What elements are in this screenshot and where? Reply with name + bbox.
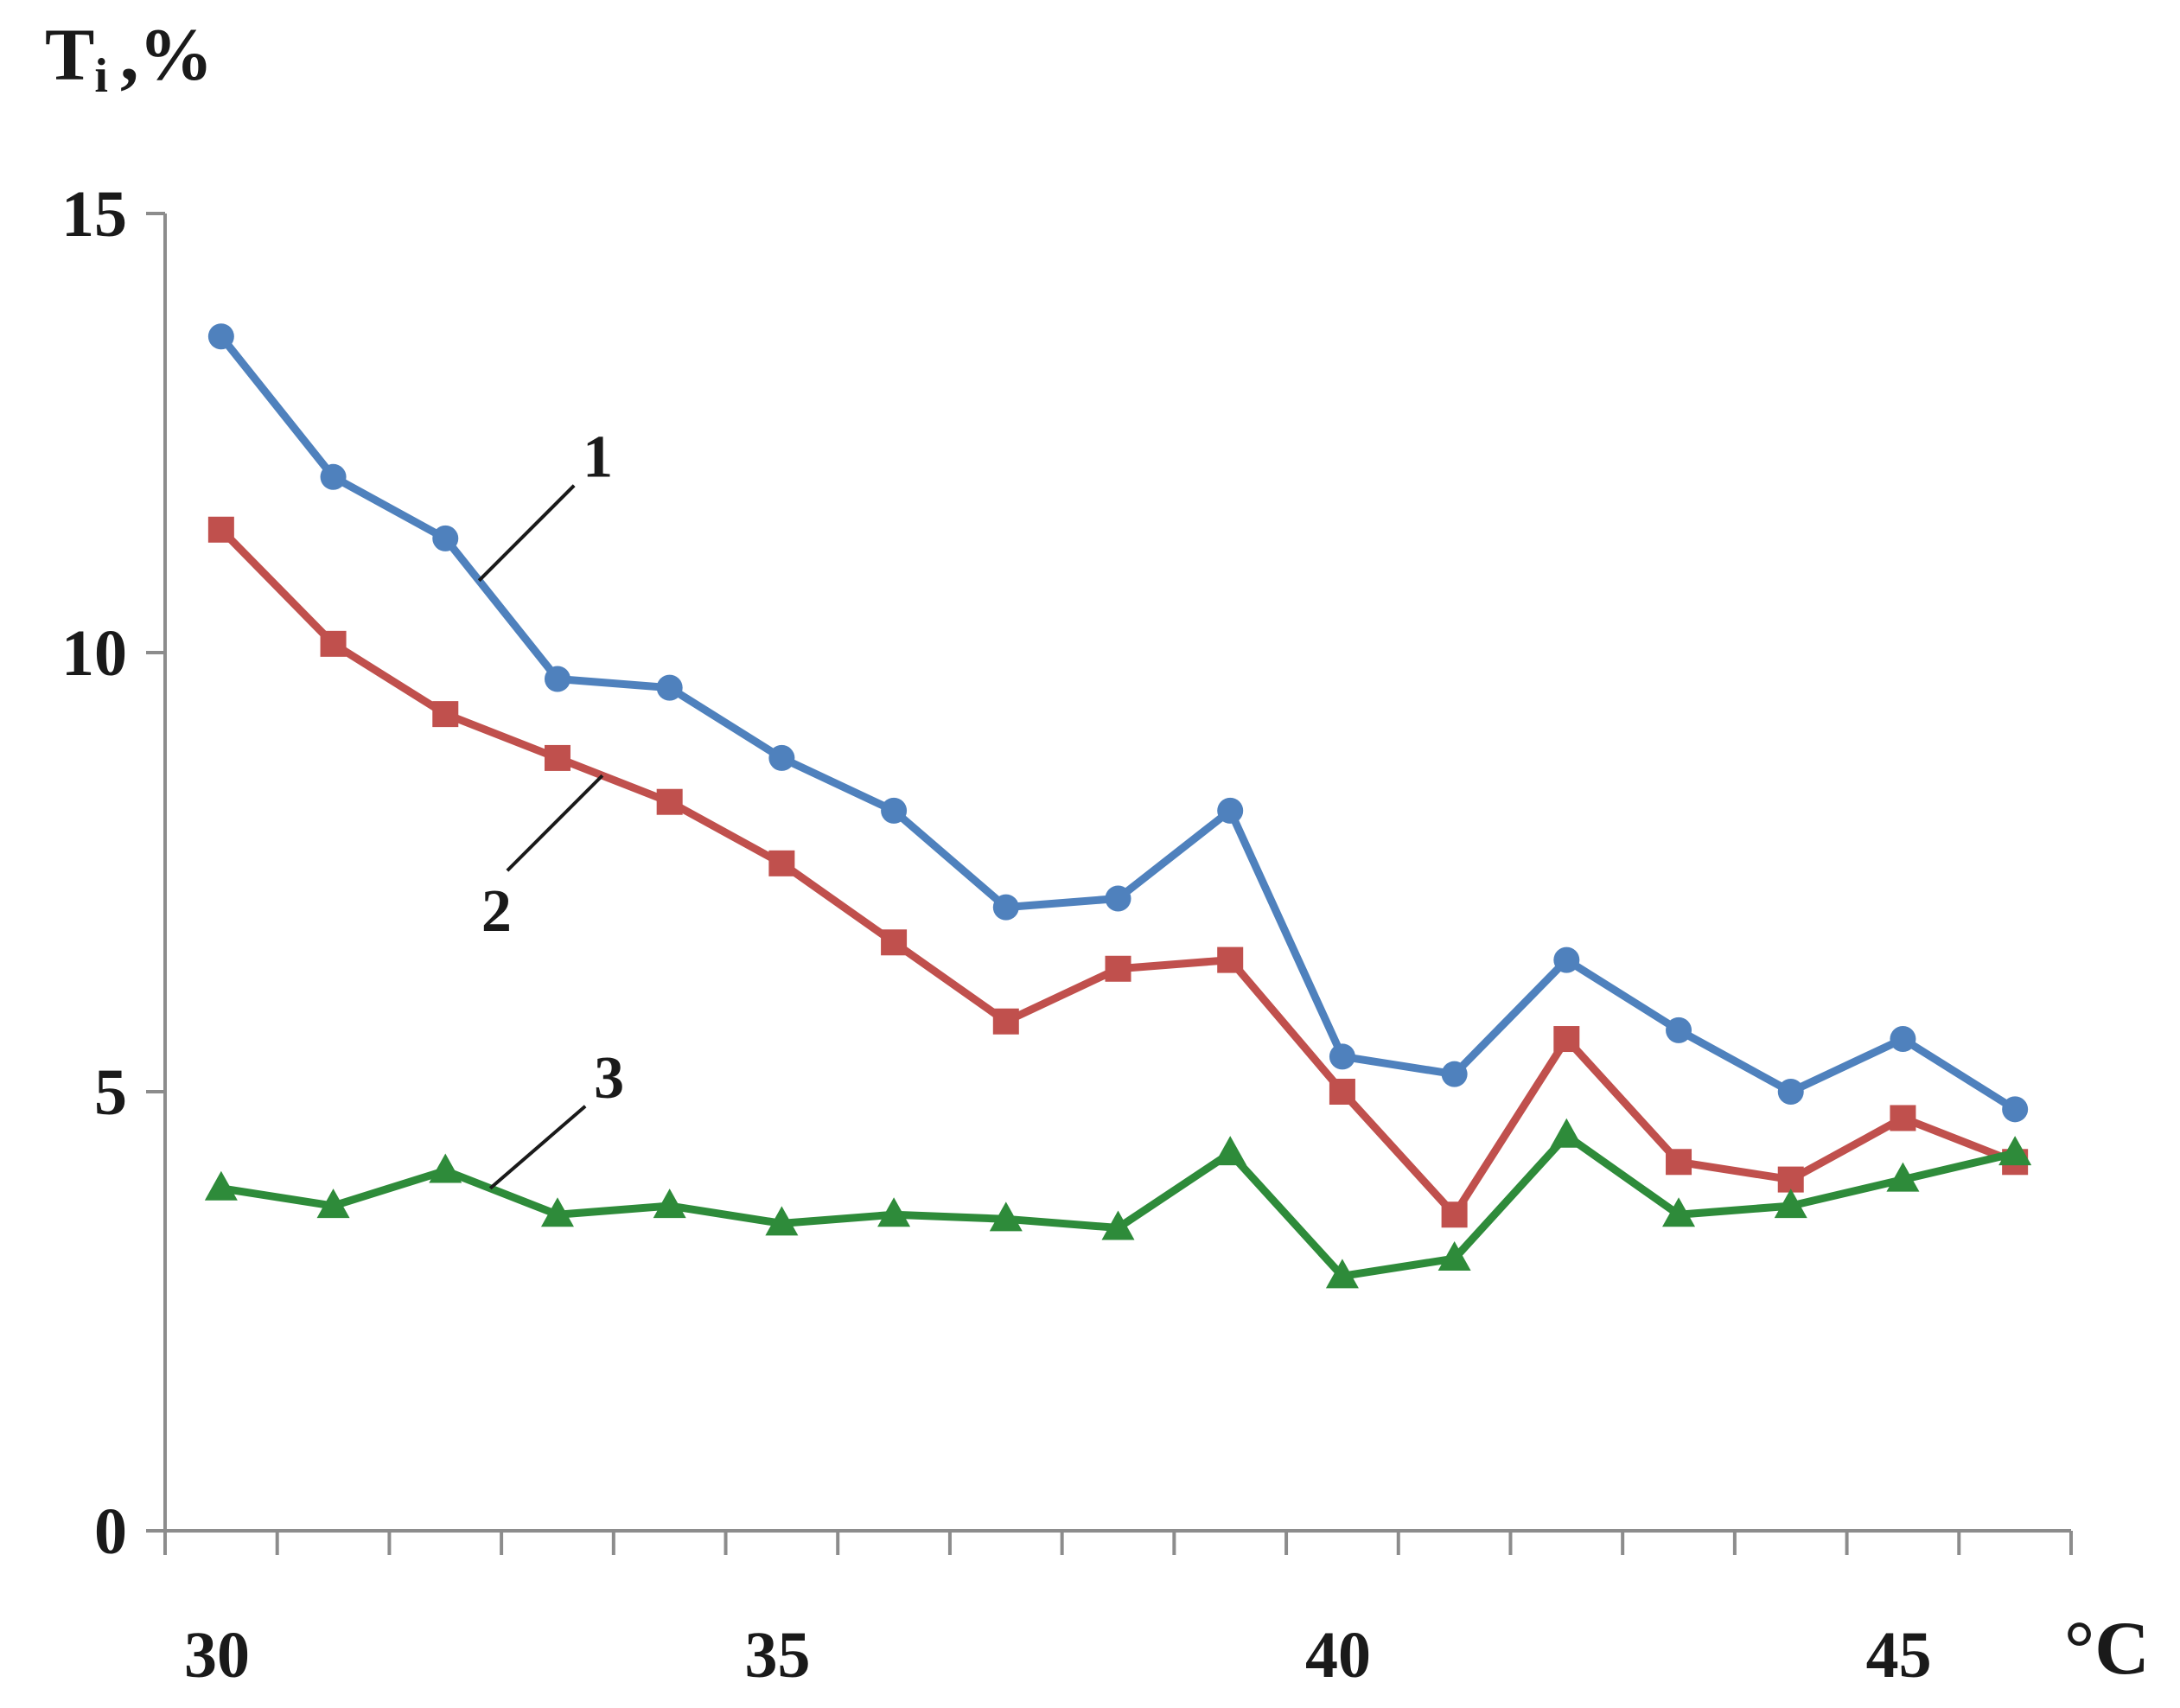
x-tick-label: 35	[745, 1619, 811, 1692]
data-point	[877, 1197, 911, 1227]
data-point	[1437, 1241, 1471, 1271]
data-point	[1105, 955, 1131, 982]
data-point	[881, 797, 908, 824]
y-tick-label: 0	[94, 1495, 127, 1568]
data-point	[1217, 946, 1244, 973]
data-point	[1890, 1026, 1916, 1053]
data-point	[1666, 1149, 1692, 1176]
data-point	[1325, 1259, 1359, 1289]
y-tick-label: 10	[61, 617, 127, 690]
annotation-leader	[477, 484, 576, 583]
y-axis-label: Ti,%	[45, 13, 213, 103]
data-point	[1774, 1189, 1807, 1219]
data-point	[881, 929, 908, 956]
series-group	[204, 323, 2032, 1289]
data-point	[1886, 1162, 1920, 1192]
data-point	[432, 701, 459, 728]
x-tick-label: 45	[1866, 1619, 1932, 1692]
data-point	[1101, 1210, 1135, 1240]
axes: 0 5 10 15 30 35 40 45	[61, 178, 2073, 1692]
series-1	[207, 323, 2029, 1123]
y-axis-label-main: T	[45, 13, 94, 96]
data-point	[1441, 1061, 1468, 1087]
data-point	[432, 525, 459, 551]
series-line-3	[220, 1131, 2017, 1280]
data-point	[1217, 797, 1244, 824]
data-point	[1777, 1079, 1804, 1105]
series-3	[204, 1118, 2032, 1289]
data-point	[1777, 1166, 1804, 1193]
series-2	[207, 516, 2029, 1228]
data-point	[1329, 1079, 1355, 1105]
data-point	[1441, 1201, 1468, 1228]
x-tick-label: 30	[184, 1619, 250, 1692]
annotations: 1 2 3	[477, 424, 624, 1190]
series-line-1	[218, 334, 2017, 1113]
data-point	[1553, 1026, 1580, 1053]
data-point	[320, 630, 347, 657]
data-point	[992, 1008, 1019, 1035]
y-tick-label: 5	[94, 1056, 127, 1129]
series-line-2	[218, 526, 2017, 1219]
data-point	[2002, 1096, 2029, 1123]
data-point	[768, 744, 795, 771]
data-point	[989, 1201, 1023, 1232]
data-point	[540, 1197, 574, 1227]
data-point	[1662, 1197, 1696, 1227]
annotation-label: 2	[481, 878, 512, 945]
data-point	[1666, 1017, 1692, 1043]
annotation-label: 1	[583, 424, 613, 491]
x-axis-label: °C	[2064, 1607, 2150, 1691]
data-point	[544, 744, 570, 771]
data-point	[429, 1153, 462, 1183]
data-point	[653, 1189, 686, 1219]
data-point	[1553, 946, 1580, 973]
x-tick-label: 40	[1305, 1619, 1371, 1692]
data-point	[656, 788, 683, 815]
y-axis-label-subscript: i	[94, 49, 108, 103]
data-point	[1890, 1105, 1916, 1131]
data-point	[316, 1189, 350, 1219]
y-axis-label-unit: ,%	[120, 13, 214, 96]
annotation-leader	[506, 774, 604, 872]
data-point	[1329, 1043, 1355, 1070]
data-point	[320, 463, 347, 490]
data-point	[204, 1170, 238, 1201]
data-point	[1214, 1136, 1247, 1166]
data-point	[765, 1206, 799, 1236]
y-tick-label: 15	[61, 178, 127, 251]
data-point	[207, 516, 234, 543]
data-point	[1550, 1118, 1584, 1148]
data-point	[1105, 885, 1131, 912]
data-point	[656, 674, 683, 701]
data-point	[768, 850, 795, 876]
data-point	[544, 666, 570, 692]
annotation-leader	[488, 1105, 587, 1190]
data-point	[1998, 1136, 2032, 1166]
data-point	[207, 323, 234, 350]
data-point	[992, 894, 1019, 921]
annotation-label: 3	[594, 1045, 624, 1112]
